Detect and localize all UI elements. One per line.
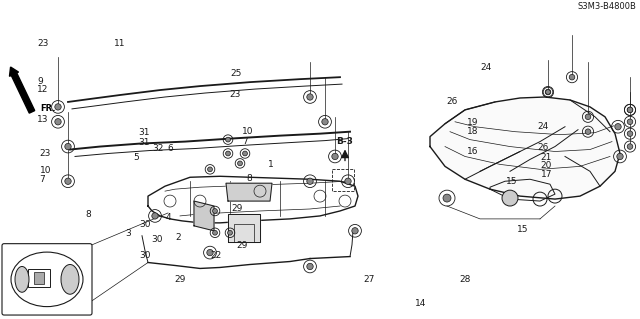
Polygon shape [430,97,620,199]
Polygon shape [228,214,260,242]
Text: 24: 24 [480,63,492,72]
Circle shape [307,263,313,270]
Text: 24: 24 [538,122,549,131]
Text: 4: 4 [165,213,171,222]
Text: 25: 25 [230,69,242,78]
Circle shape [545,89,551,95]
Text: 23: 23 [40,149,51,158]
Text: 30: 30 [151,235,163,244]
Circle shape [585,129,591,134]
Text: 31: 31 [138,138,150,147]
Circle shape [55,119,61,125]
Circle shape [212,209,218,213]
Text: 7: 7 [40,175,45,184]
Text: 26: 26 [538,143,549,152]
Text: 31: 31 [138,128,150,137]
Text: 14: 14 [415,299,426,308]
Text: 29: 29 [174,275,186,284]
Text: 7: 7 [242,137,248,146]
Circle shape [443,194,451,202]
Circle shape [207,249,213,256]
Circle shape [322,119,328,125]
FancyArrow shape [10,67,35,113]
Circle shape [65,178,71,184]
Text: 2: 2 [175,233,181,242]
Circle shape [545,90,550,94]
Text: 30: 30 [140,251,151,260]
Circle shape [627,144,633,149]
Circle shape [617,153,623,160]
Text: 29: 29 [232,204,243,213]
Circle shape [226,137,230,142]
Text: 15: 15 [506,177,517,186]
Text: 23: 23 [229,90,241,99]
Text: 27: 27 [364,275,375,284]
Text: 29: 29 [237,241,248,250]
Circle shape [65,143,71,150]
Circle shape [585,114,591,120]
Bar [28,270,50,287]
Circle shape [228,230,232,235]
Text: 15: 15 [517,225,529,234]
Circle shape [615,123,621,130]
FancyBboxPatch shape [2,244,92,315]
Circle shape [352,228,358,234]
Circle shape [55,104,61,110]
Text: 8: 8 [85,210,91,219]
Text: 17: 17 [541,170,552,179]
Circle shape [152,213,158,219]
Ellipse shape [15,266,29,292]
Text: B-3: B-3 [336,137,353,145]
Circle shape [332,153,338,160]
Circle shape [226,151,230,156]
Text: 3: 3 [125,229,131,238]
Text: 21: 21 [541,152,552,162]
Circle shape [237,161,243,166]
Text: 6: 6 [168,145,173,153]
Text: 16: 16 [467,147,479,156]
Circle shape [212,230,218,235]
Circle shape [627,107,633,113]
Circle shape [627,119,633,124]
Polygon shape [194,201,214,231]
Circle shape [569,74,575,80]
Text: S3M3-B4800B: S3M3-B4800B [577,2,636,11]
Circle shape [627,131,633,137]
Circle shape [243,151,248,156]
Text: 13: 13 [37,115,49,124]
Text: 11: 11 [114,40,125,48]
Text: 32: 32 [152,145,164,153]
Circle shape [502,190,518,206]
Polygon shape [226,183,272,201]
Ellipse shape [61,264,79,294]
Text: 19: 19 [467,118,479,128]
Text: 30: 30 [140,220,151,229]
Text: FR.: FR. [40,104,56,113]
Circle shape [627,107,633,113]
Text: 9: 9 [37,77,43,86]
Text: 18: 18 [467,127,479,136]
Text: 20: 20 [541,161,552,170]
Text: 28: 28 [460,275,471,284]
Text: 22: 22 [210,251,221,260]
Bar [34,272,44,284]
Text: 5: 5 [133,153,139,162]
Circle shape [307,178,313,184]
Circle shape [307,94,313,100]
Text: 23: 23 [37,40,49,48]
Bar [332,169,354,191]
Text: 12: 12 [37,85,49,94]
Text: 26: 26 [447,97,458,106]
Circle shape [345,178,351,184]
Text: 8: 8 [246,174,252,183]
Text: 1: 1 [268,160,273,168]
Circle shape [207,167,212,172]
Text: 10: 10 [242,127,253,136]
Text: 10: 10 [40,166,51,175]
